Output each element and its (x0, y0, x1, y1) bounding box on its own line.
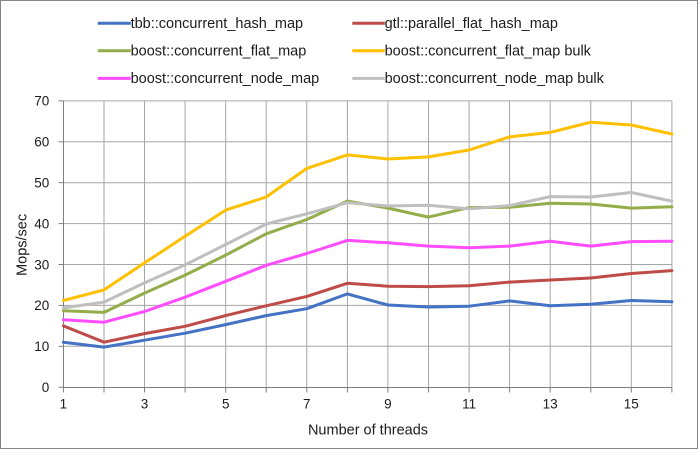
svg-text:15: 15 (624, 397, 639, 412)
svg-text:boost::concurrent_flat_map bul: boost::concurrent_flat_map bulk (385, 44, 592, 60)
svg-text:Number of threads: Number of threads (308, 423, 428, 439)
svg-text:1: 1 (60, 397, 68, 412)
svg-text:Mops/sec: Mops/sec (15, 214, 31, 276)
svg-text:70: 70 (34, 94, 49, 109)
svg-text:gtl::parallel_flat_hash_map: gtl::parallel_flat_hash_map (385, 16, 558, 32)
svg-text:7: 7 (303, 397, 311, 412)
svg-text:tbb::concurrent_hash_map: tbb::concurrent_hash_map (131, 16, 304, 32)
svg-text:10: 10 (34, 339, 49, 354)
svg-text:9: 9 (384, 397, 392, 412)
svg-text:boost::concurrent_node_map bul: boost::concurrent_node_map bulk (385, 71, 605, 87)
svg-text:13: 13 (543, 397, 558, 412)
svg-text:boost::concurrent_flat_map: boost::concurrent_flat_map (131, 44, 307, 60)
svg-text:50: 50 (34, 176, 49, 191)
svg-text:5: 5 (222, 397, 230, 412)
svg-text:20: 20 (34, 298, 49, 313)
svg-text:11: 11 (462, 397, 476, 412)
svg-text:60: 60 (34, 135, 49, 150)
svg-text:3: 3 (141, 397, 149, 412)
svg-text:boost::concurrent_node_map: boost::concurrent_node_map (131, 71, 320, 87)
svg-text:40: 40 (34, 216, 49, 231)
svg-text:0: 0 (42, 380, 50, 395)
svg-text:30: 30 (34, 257, 49, 272)
